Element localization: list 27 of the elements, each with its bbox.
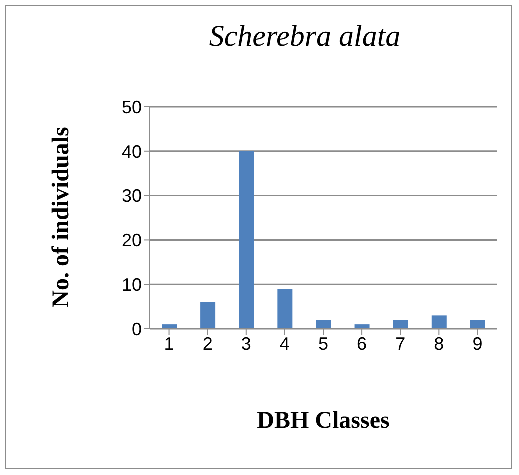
bar [393, 320, 408, 329]
x-tick-label: 2 [202, 334, 213, 354]
x-tick-label: 3 [241, 334, 252, 354]
bar [239, 151, 254, 329]
y-tick-label: 40 [122, 142, 142, 162]
x-tick-label: 8 [434, 334, 444, 354]
bar [278, 289, 293, 329]
bar [200, 302, 216, 329]
x-tick-label: 5 [318, 334, 329, 354]
y-tick-label: 50 [122, 97, 142, 118]
bar [354, 324, 370, 329]
x-tick-label: 1 [164, 334, 174, 354]
x-tick-label: 7 [396, 334, 406, 354]
x-tick-label: 4 [280, 334, 290, 354]
x-tick-label: 9 [472, 334, 483, 354]
bar [316, 320, 332, 329]
bar [162, 324, 177, 329]
chart-title: Scherebra alata [208, 20, 402, 54]
bar [432, 316, 447, 329]
y-axis-title: No. of individuals [48, 126, 76, 310]
x-axis-title: DBH Classes [256, 408, 391, 435]
bar [470, 320, 486, 329]
x-tick-label: 6 [357, 334, 368, 354]
y-tick-label: 10 [122, 274, 142, 295]
y-tick-label: 0 [132, 319, 142, 340]
y-tick-label: 30 [122, 186, 142, 206]
y-tick-label: 20 [122, 230, 142, 251]
